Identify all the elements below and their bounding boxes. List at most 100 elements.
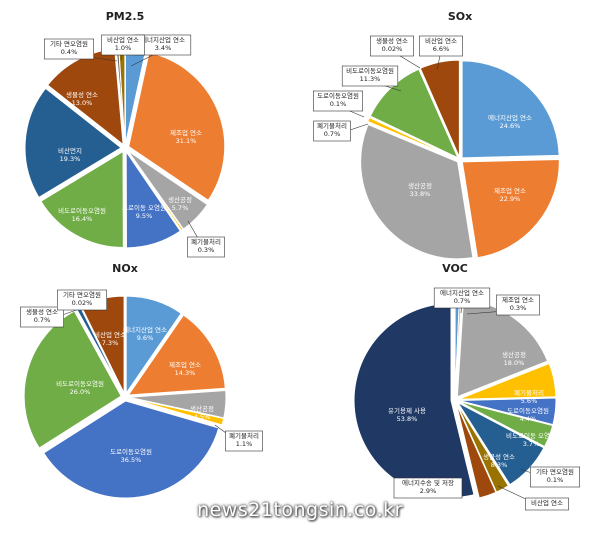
pie-slice-비산업-연소 [456, 403, 510, 493]
slice-labels: 에너지산업 연소0.7% 제조업 연소0.3%생산공정18.0%폐기물처리5.6%… [388, 287, 580, 511]
label-box [496, 294, 540, 316]
slice-name: 에너지산업 연소 [440, 288, 484, 297]
slice-percent: 0.1% [330, 100, 347, 108]
pie-slice-폐기물처리 [458, 362, 557, 400]
pie-slice-도로이동오염원 [368, 116, 458, 160]
pie-slice-도로이동오염원 [458, 397, 557, 426]
slice-name: 폐기물처리 [514, 388, 544, 397]
pie-slice-비도로이동오염원 [40, 150, 124, 248]
slice-percent: 14.3% [175, 369, 196, 377]
slice-name: 비도로이동오염원 [58, 206, 106, 215]
chart-title: VOC [442, 262, 468, 275]
slice-name: 제조업 연소 [502, 296, 534, 304]
slice-name: 폐기물처리 [191, 237, 221, 246]
slice-name: 기타 면오염원 [50, 39, 88, 48]
label-box [370, 35, 414, 57]
label-box [393, 477, 463, 499]
slice-name: 도로이동오염원 [507, 406, 549, 415]
slice-name: 기타 면오염원 [536, 467, 574, 476]
slice-percent: 9.6% [137, 334, 154, 342]
slice-name: 도로이동오염원 [317, 91, 359, 100]
pie-slice-에너지산업-연소 [461, 60, 560, 159]
slice-percent: 8.3% [491, 461, 508, 469]
pie-slice-비도로이동오염원 [369, 68, 459, 159]
slice-percent: 22.9% [500, 195, 521, 203]
slice-percent: 3.7% [523, 440, 540, 448]
slice-percent: 0.1% [547, 476, 564, 484]
slice-percent: 1.0% [115, 44, 132, 52]
slice-name: 도로이동오염원 [110, 447, 152, 456]
slice-name: 생물성 연소 [66, 90, 98, 99]
label-box [313, 120, 351, 142]
slice-percent: 5.7% [172, 204, 189, 212]
pie-slice-폐기물처리 [126, 150, 184, 232]
slice-name: 기타 면오염원 [63, 290, 101, 299]
pie-slice-에너지수송-및-저장 [455, 403, 497, 499]
slice-name: 에너지수송 및 저장 [402, 478, 454, 487]
slice-label-비산업-연소: 비산업 연소6.6% [419, 35, 463, 71]
slice-name: 폐기물처리 [317, 121, 347, 130]
slice-percent: 3.4% [155, 44, 172, 52]
pie-slice-도로이동오염원 [43, 400, 220, 499]
pie-slice-비산업-연소 [419, 59, 460, 158]
pie-slice-생산공정 [128, 390, 227, 419]
slice-percent: 9.5% [136, 212, 153, 220]
slice-percent: 0.4% [61, 48, 78, 56]
label-box [56, 289, 108, 311]
slice-name: 생물성 연소 [483, 452, 515, 461]
slice-percent: 5.6% [521, 397, 538, 405]
label-box [433, 287, 491, 309]
slice-name: 제조업 연소 [494, 187, 526, 195]
slice-labels: 에너지산업 연소9.6%제조업 연소14.3%생산공정4.5%폐기물처리1.1%… [20, 289, 263, 464]
slice-name: 에너지산업 연소 [141, 35, 185, 44]
slice-name: 비산업 연소 [425, 36, 457, 45]
slice-percent: 18.0% [504, 359, 525, 367]
slice-name: 생산공정 [502, 350, 526, 359]
slice-name: 비산업 연소 [531, 498, 563, 507]
pie-slice-비도로이동-오염원 [458, 400, 554, 448]
label-box [187, 236, 225, 258]
slice-percent: 24.6% [500, 122, 521, 130]
label-box [225, 430, 263, 452]
slice-percent: 7.3% [102, 339, 119, 347]
slice-percent: 26.0% [70, 388, 91, 396]
slice-label-에너지수송-및-저장: 에너지수송 및 저장2.9% [393, 477, 463, 499]
slice-name: 비산업 연소 [94, 330, 126, 339]
chart-title: NOx [112, 262, 138, 275]
slice-name: 폐기물처리 [229, 431, 259, 440]
slice-name: 도로이동 오염원 [122, 203, 166, 212]
slice-percent: 0.7% [454, 297, 471, 305]
slice-percent: 0.02% [72, 299, 93, 307]
label-box [419, 35, 463, 57]
pie-slice-제조업-연소 [128, 52, 226, 201]
slice-name: 비도로이동오염원 [56, 379, 104, 388]
slice-percent: 0.02% [382, 45, 403, 53]
slice-name: 생산공정 [190, 404, 214, 413]
slice-label-에너지산업-연소: 에너지산업 연소0.7% [433, 287, 491, 314]
slice-name: 생산공정 [408, 181, 432, 190]
pie-slice-생산공정 [360, 123, 474, 260]
slice-name: 생물성 연소 [26, 307, 58, 316]
slices [23, 295, 227, 499]
pie-slice-도로이동-오염원 [125, 150, 182, 249]
